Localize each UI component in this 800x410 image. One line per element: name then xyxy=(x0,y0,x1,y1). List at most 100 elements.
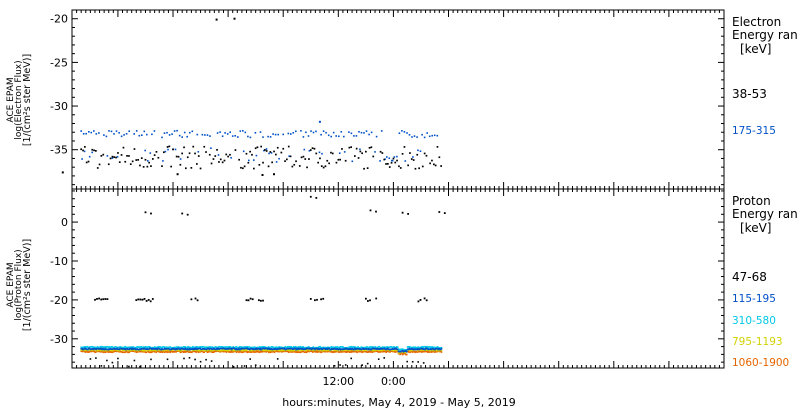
electron-175-315-point xyxy=(201,133,204,136)
proton-115-195-point xyxy=(222,347,225,350)
proton-115-195-point xyxy=(409,348,411,350)
electron-175-315-point xyxy=(327,134,330,137)
proton-115-195-point xyxy=(225,348,228,350)
legend-entry: 310-580 xyxy=(732,315,776,327)
proton-115-195-point xyxy=(101,348,103,351)
proton-310-580-point xyxy=(357,346,359,348)
electron-175-315-point xyxy=(268,152,270,155)
electron-38-53-point xyxy=(273,150,275,153)
electron-175-315-point xyxy=(413,135,416,137)
proton-310-580-point xyxy=(88,346,91,349)
proton-310-580-point xyxy=(253,346,256,348)
proton-47-68-point xyxy=(210,360,213,362)
x-tick-label: 0:00 xyxy=(381,375,406,388)
proton-310-580-point xyxy=(147,346,149,348)
proton-1060-1900-point xyxy=(347,350,349,353)
proton-47-68-point xyxy=(249,297,252,300)
proton-47-68-point xyxy=(260,299,262,302)
proton-310-580-point xyxy=(122,346,125,349)
proton-310-580-point xyxy=(166,346,168,349)
legend-title: Proton xyxy=(732,194,771,208)
proton-1060-1900-point xyxy=(390,350,392,352)
proton-310-580-point xyxy=(259,346,262,349)
proton-47-68-point xyxy=(309,298,312,300)
electron-38-53-point xyxy=(197,155,200,157)
electron-38-53-point xyxy=(385,163,387,165)
proton-795-1193-point xyxy=(274,349,277,352)
electron-38-53-point xyxy=(139,164,141,167)
electron-175-315-point xyxy=(116,156,119,158)
proton-1060-1900-point xyxy=(155,351,158,354)
proton-310-580-point xyxy=(290,346,292,348)
electron-38-53-point xyxy=(403,146,406,148)
proton-47-68-point xyxy=(147,299,150,301)
proton-47-68-point xyxy=(205,358,207,361)
proton-795-1193-point xyxy=(333,349,335,352)
electron-38-53-outlier xyxy=(273,173,275,176)
electron-175-315-point xyxy=(108,130,110,132)
proton-795-1193-point xyxy=(244,349,246,352)
proton-795-1193-point xyxy=(144,349,147,351)
proton-115-195-point xyxy=(391,348,393,350)
legend-units: [keV] xyxy=(740,221,771,235)
proton-115-195-point xyxy=(349,347,352,350)
electron-175-315-point xyxy=(149,152,152,154)
electron-175-315-point xyxy=(419,150,422,152)
electron-38-53-point xyxy=(111,155,114,158)
proton-115-195-point xyxy=(267,348,269,350)
proton-1060-1900-point xyxy=(248,351,250,353)
proton-310-580-point xyxy=(175,346,177,349)
proton-1060-1900-point xyxy=(144,351,147,354)
proton-115-195-point xyxy=(88,347,91,350)
proton-115-195-point xyxy=(371,348,373,350)
electron-38-53-point xyxy=(267,165,270,168)
proton-795-1193-point xyxy=(431,349,434,352)
proton-795-1193-point xyxy=(368,349,371,351)
electron-38-53-point xyxy=(240,166,242,169)
proton-1060-1900-point xyxy=(431,350,434,353)
proton-795-1193-point xyxy=(359,349,362,352)
proton-310-580-point xyxy=(266,346,268,349)
proton-1060-1900-point xyxy=(366,351,368,353)
electron-38-53-point xyxy=(175,155,178,158)
proton-310-580-point xyxy=(222,346,225,349)
proton-47-68-point xyxy=(251,298,254,301)
proton-310-580-point xyxy=(412,346,415,348)
proton-1060-1900-point xyxy=(203,351,206,353)
proton-115-195-point xyxy=(94,347,96,350)
proton-795-1193-point xyxy=(312,349,315,352)
electron-175-315-point xyxy=(181,136,183,138)
proton-47-68-point xyxy=(98,297,100,300)
proton-1060-1900-point xyxy=(406,353,408,356)
proton-310-580-point xyxy=(392,346,395,348)
electron-175-315-point xyxy=(421,133,423,136)
electron-38-53-point xyxy=(396,159,398,162)
proton-1060-1900-point xyxy=(120,351,122,353)
electron-175-315-point xyxy=(247,135,249,138)
proton-310-580-point xyxy=(297,346,300,348)
proton-47-68-point xyxy=(258,299,260,302)
proton-115-195-point xyxy=(295,348,297,351)
proton-310-580-point xyxy=(393,346,396,348)
proton-47-68-point xyxy=(232,366,235,368)
electron-175-315-point xyxy=(388,157,391,159)
proton-115-195-point xyxy=(183,348,186,350)
proton-310-580-point xyxy=(353,346,356,348)
proton-795-1193-point xyxy=(262,348,264,351)
proton-47-68-point xyxy=(190,298,193,301)
proton-115-195-point xyxy=(187,348,190,351)
proton-1060-1900-point xyxy=(153,351,156,353)
proton-310-580-point xyxy=(172,346,175,349)
proton-795-1193-point xyxy=(210,349,212,352)
electron-175-315-point xyxy=(321,152,323,155)
proton-47-68-point xyxy=(139,365,141,368)
electron-38-53-point xyxy=(287,145,290,148)
proton-310-580-point xyxy=(316,347,319,349)
electron-y-axis: -35 -30 -25 -20 xyxy=(50,9,724,186)
electron-38-53-point xyxy=(324,165,327,168)
legend-entry: 47-68 xyxy=(732,270,767,284)
electron-175-315-point xyxy=(379,160,381,162)
proton-795-1193-point xyxy=(278,349,281,352)
proton-1060-1900-point xyxy=(338,351,340,353)
proton-1060-1900-point xyxy=(395,350,397,353)
